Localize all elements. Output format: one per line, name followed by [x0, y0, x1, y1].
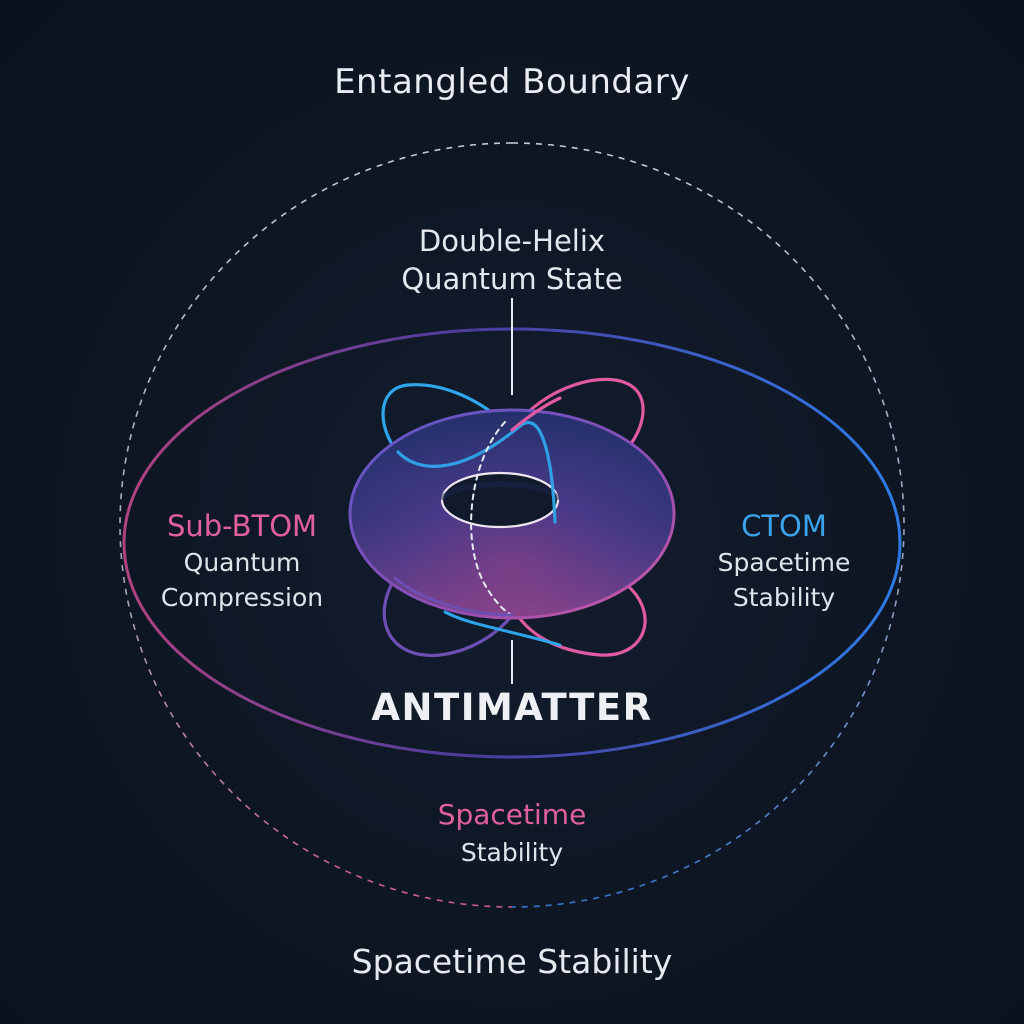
sub-btom-line2: Compression [160, 583, 324, 612]
inner-spacetime-heading: Spacetime [437, 798, 587, 831]
ctom-node: CTOM Spacetime Stability [654, 507, 914, 615]
outer-boundary-right [511, 142, 905, 908]
double-helix-label: Double-Helix Quantum State [312, 222, 712, 298]
ctom-heading: CTOM [741, 509, 827, 543]
spacetime-stability-title: Spacetime Stability [351, 942, 673, 981]
antimatter-label: ANTIMATTER [371, 686, 653, 729]
sub-btom-line1: Quantum [183, 548, 301, 577]
entangled-boundary-title: Entangled Boundary [334, 62, 690, 102]
ctom-line1: Spacetime [717, 548, 851, 577]
inner-stability-line: Stability [460, 838, 564, 867]
sub-btom-node: Sub-BTOM Quantum Compression [112, 507, 372, 615]
torus-icon [348, 408, 676, 620]
helix-label-line1: Double-Helix [418, 224, 606, 258]
outer-boundary-left [119, 142, 513, 908]
sub-btom-heading: Sub-BTOM [166, 509, 318, 543]
inner-spacetime-stability: Spacetime Stability [312, 796, 712, 872]
helix-label-line2: Quantum State [401, 262, 623, 296]
ctom-line2: Stability [732, 583, 836, 612]
